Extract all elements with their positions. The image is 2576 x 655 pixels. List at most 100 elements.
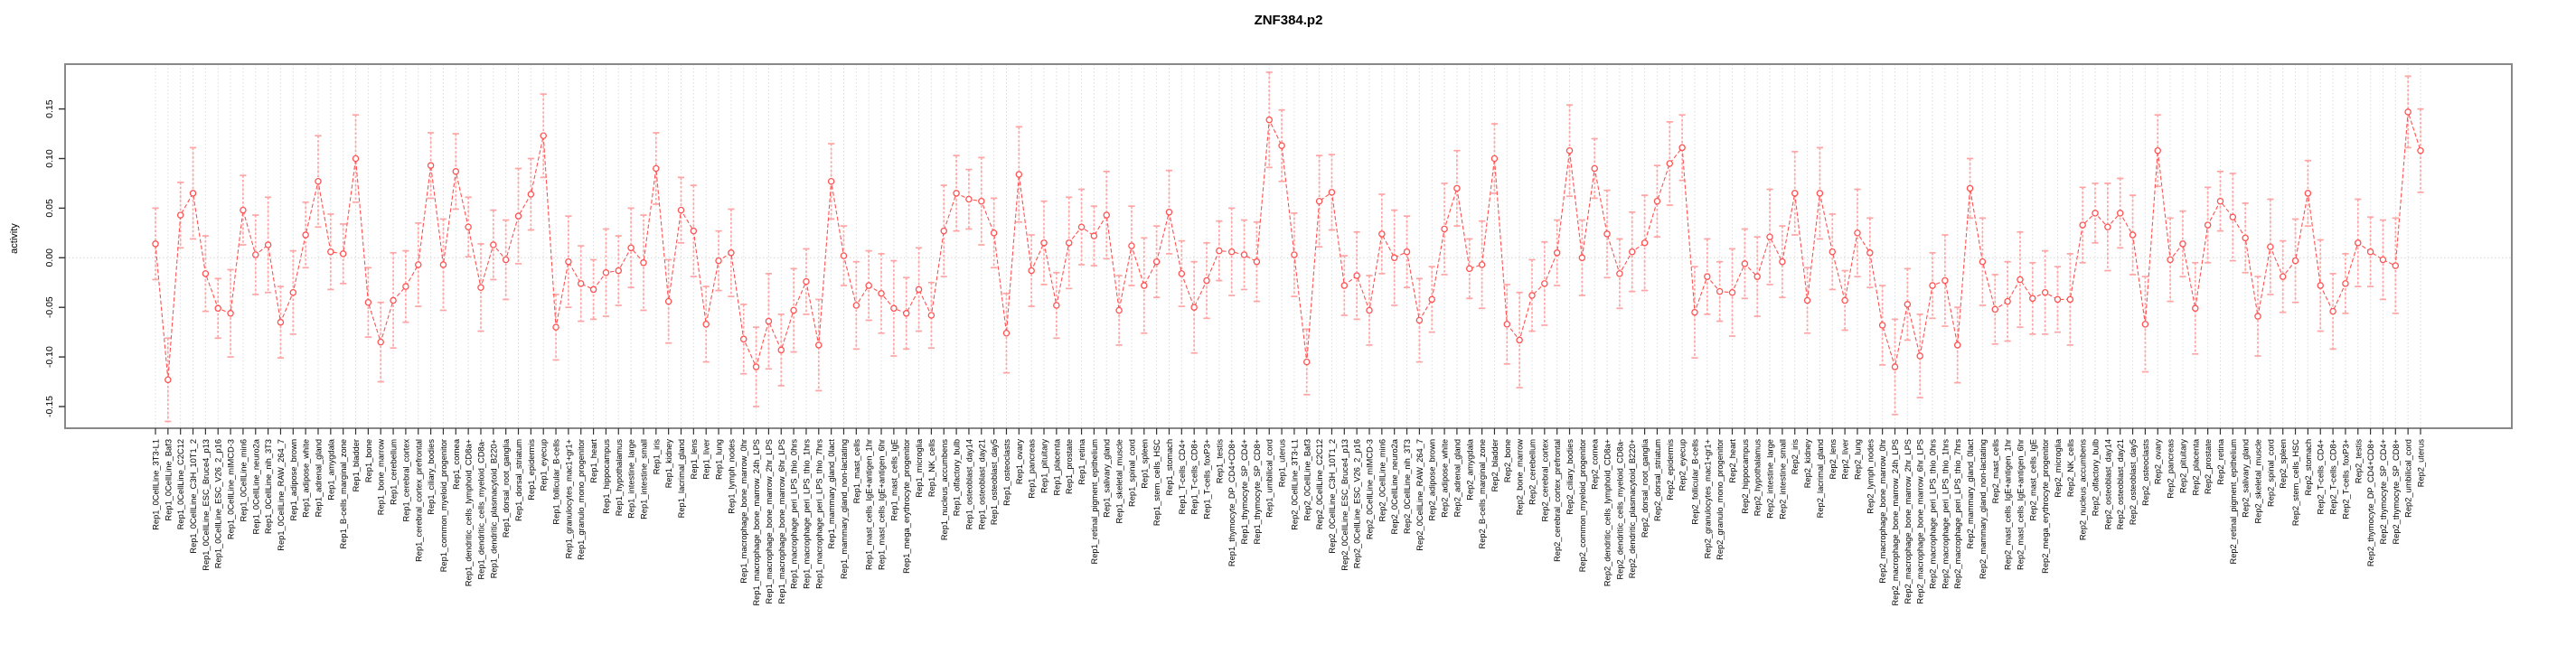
data-point (1641, 239, 1649, 247)
data-point (390, 296, 397, 304)
x-tick-label: Rep2_spinal_cord (2266, 439, 2275, 507)
x-tick-label: Rep1_spinal_cord (1127, 439, 1136, 507)
data-point (1303, 358, 1311, 366)
data-point (602, 269, 610, 276)
data-point (2379, 256, 2387, 264)
data-point (1966, 184, 1974, 192)
x-tick-label: Rep2_T-cells_foxP3+ (2341, 439, 2350, 519)
x-tick-label: Rep2_follicular_B-cells (1690, 439, 1699, 525)
x-tick-label: Rep1_0CellLine_nih_3T3 (264, 439, 273, 534)
chart-title: ZNF384.p2 (1254, 13, 1323, 28)
data-point (752, 363, 760, 370)
data-point (1165, 209, 1173, 216)
data-point (2204, 221, 2212, 229)
x-tick-label: Rep2_dorsal_root_ganglia (1641, 438, 1650, 538)
plot-box (64, 63, 2513, 429)
data-point (840, 252, 848, 259)
x-tick-label: Rep2_salivary_gland (2242, 439, 2251, 518)
x-tick-label: Rep2_lacrimal_gland (1816, 439, 1825, 518)
data-point (589, 285, 597, 294)
x-tick-label: Rep2_granulocytes_mac1+gr1+ (1703, 439, 1712, 558)
x-tick-label: Rep2_mast_cells_IgE (2028, 439, 2037, 520)
x-tick-label: Rep2_osteoblast_day14 (2103, 439, 2112, 529)
x-tick-label: Rep1_0CellLine_neuro2a (251, 438, 260, 534)
y-tick-label: -0.15 (44, 396, 55, 417)
data-point (1766, 233, 1773, 240)
data-point (690, 227, 698, 235)
data-point (2129, 231, 2137, 239)
data-point (1803, 296, 1811, 304)
data-point (940, 227, 948, 235)
data-point (765, 317, 773, 325)
x-tick-label: Rep2_skeletal_muscle (2254, 439, 2263, 524)
data-point (1128, 242, 1135, 249)
x-tick-label: Rep2_0CellLine_ESC_V26_2_p16 (1353, 439, 1362, 568)
x-tick-label: Rep2_pituitary (2178, 439, 2187, 493)
data-point (1916, 352, 1923, 360)
data-point (1315, 197, 1323, 205)
data-point (2192, 304, 2199, 313)
data-point (552, 323, 559, 331)
data-point (2317, 282, 2324, 289)
x-tick-label: Rep1_pituitary (1040, 439, 1049, 493)
data-point (915, 285, 923, 294)
x-tick-label: Rep1_skeletal_muscle (1115, 439, 1124, 524)
x-tick-label: Rep2_mast_cells_IgE+antigen_1hr (2004, 439, 2013, 570)
data-point (1528, 292, 1536, 299)
x-tick-label: Rep2_0CellLine_C2C12 (1315, 439, 1324, 529)
x-tick-label: Rep1_osteoblast_day5 (990, 439, 999, 525)
data-point (953, 190, 960, 197)
data-point (1002, 329, 1011, 337)
data-point (364, 298, 372, 306)
x-tick-label: Rep1_ovary (1015, 439, 1024, 484)
x-tick-label: Rep2_mega_erythrocyte_progenitor (2041, 439, 2050, 574)
data-point (2254, 313, 2261, 320)
x-tick-label: Rep2_T-cells_CD8+ (2329, 439, 2338, 514)
x-tick-label: Rep1_hippocampus (602, 439, 611, 514)
data-point (728, 249, 735, 257)
data-point (2154, 146, 2161, 154)
y-tick-label: -0.10 (44, 346, 55, 368)
data-point (777, 346, 785, 354)
data-point (1941, 276, 1949, 285)
data-point (577, 280, 585, 287)
x-tick-label: Rep2_osteoclasts (2141, 439, 2150, 506)
data-point (653, 164, 660, 173)
x-tick-label: Rep2_0CellLine_nih_3T3 (1403, 439, 1412, 534)
data-point (2342, 280, 2349, 287)
x-tick-label: Rep2_liver (1841, 439, 1850, 479)
data-point (377, 338, 384, 346)
data-point (2267, 243, 2274, 250)
data-point (1291, 251, 1298, 258)
data-point (1591, 164, 1598, 173)
x-tick-label: Rep2_iris (1791, 439, 1800, 475)
y-axis-title: activity (9, 223, 20, 254)
x-tick-label: Rep1_0CellLine_C3H_10T1_2 (189, 439, 198, 554)
x-tick-label: Rep2_macrophage_bone_marrow_6hr_LPS (1916, 439, 1925, 604)
x-tick-label: Rep2_epidermis (1666, 439, 1675, 501)
data-point (2366, 248, 2374, 256)
x-tick-label: Rep2_macrophage_bone_marrow_24h_LPS (1891, 439, 1900, 606)
data-point (2092, 210, 2099, 217)
x-tick-label: Rep2_0CellLine_Baf3 (1302, 439, 1312, 520)
data-point (1353, 272, 1360, 279)
x-tick-label: Rep1_B-cells_marginal_zone (339, 439, 348, 548)
data-point (527, 191, 535, 198)
data-point (1904, 301, 1912, 308)
x-tick-label: Rep2_cornea (1591, 438, 1600, 490)
data-point (1516, 336, 1523, 344)
data-point (2079, 221, 2086, 229)
x-tick-label: Rep1_T-cells_foxP3+ (1203, 439, 1212, 519)
x-tick-label: Rep2_hypothalamus (1753, 439, 1763, 517)
x-tick-label: Rep2_pancreas (2167, 439, 2176, 499)
x-tick-label: Rep2_nucleus_accumbens (2079, 439, 2088, 541)
data-point (565, 257, 572, 266)
x-tick-label: Rep2_stem_cells_HSC (2291, 439, 2300, 526)
x-tick-label: Rep1_macrophage_peri_LPS_thio_0hrs (790, 439, 799, 589)
data-point (1441, 225, 1448, 233)
x-tick-label: Rep2_B-cells_marginal_zone (1478, 439, 1487, 548)
x-tick-label: Rep2_T-cells_CD4+ (2317, 439, 2326, 514)
data-point (677, 206, 685, 214)
x-tick-label: Rep1_macrophage_peri_LPS_thio_7hrs (814, 439, 823, 589)
